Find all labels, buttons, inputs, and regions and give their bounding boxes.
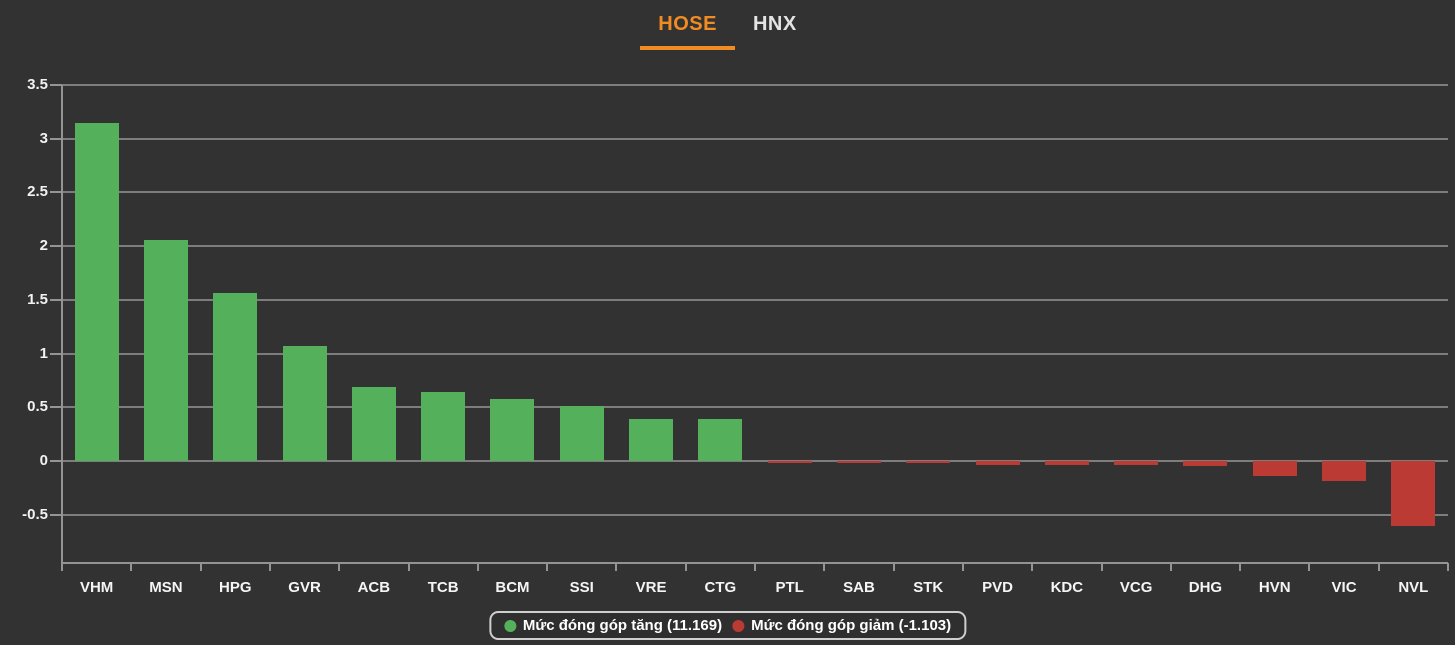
x-axis-tick <box>1239 563 1241 571</box>
x-axis-label-nvl: NVL <box>1379 577 1448 599</box>
y-axis-label: 1 <box>0 344 48 364</box>
bar-pvd[interactable] <box>976 461 1020 465</box>
y-axis-label: 3.5 <box>0 75 48 95</box>
gridline-3 <box>62 138 1448 140</box>
legend-item-decrease[interactable]: Mức đóng góp giảm (-1.103) <box>732 617 951 634</box>
x-axis-tick <box>61 563 63 571</box>
bar-dhg[interactable] <box>1183 461 1227 466</box>
x-axis-label-acb: ACB <box>339 577 408 599</box>
x-axis-label-msn: MSN <box>131 577 200 599</box>
legend-decrease-label: Mức đóng góp giảm (-1.103) <box>751 617 951 634</box>
x-axis-tick <box>269 563 271 571</box>
x-axis-label-vcg: VCG <box>1102 577 1171 599</box>
gridline-1.5 <box>62 299 1448 301</box>
x-axis-tick <box>200 563 202 571</box>
y-axis-label: 3 <box>0 129 48 149</box>
gridline-0.5 <box>62 406 1448 408</box>
x-axis-label-pvd: PVD <box>963 577 1032 599</box>
x-axis-tick <box>546 563 548 571</box>
x-axis-tick <box>338 563 340 571</box>
x-axis-tick <box>1170 563 1172 571</box>
chart-legend: Mức đóng góp tăng (11.169) Mức đóng góp … <box>489 611 966 640</box>
x-axis-label-sab: SAB <box>824 577 893 599</box>
bar-ssi[interactable] <box>560 406 604 461</box>
x-axis-tick <box>408 563 410 571</box>
legend-item-increase[interactable]: Mức đóng góp tăng (11.169) <box>504 617 722 634</box>
bar-acb[interactable] <box>352 387 396 461</box>
contribution-bar-chart: 3.5 3 2.5 2 1.5 1 0.5 0 -0.5 VHMMSNHPGGVRACBTCBBC… <box>0 0 1455 610</box>
bar-msn[interactable] <box>144 240 188 461</box>
gridline-3.5 <box>62 84 1448 86</box>
x-axis-label-ssi: SSI <box>547 577 616 599</box>
x-axis-label-gvr: GVR <box>270 577 339 599</box>
y-axis-label: 2 <box>0 236 48 256</box>
bar-sab[interactable] <box>837 461 881 463</box>
x-axis-tick <box>1308 563 1310 571</box>
bar-tcb[interactable] <box>421 392 465 461</box>
x-axis-label-ctg: CTG <box>686 577 755 599</box>
x-axis-label-stk: STK <box>894 577 963 599</box>
gridline--0.5 <box>62 514 1448 516</box>
x-axis-tick <box>130 563 132 571</box>
x-axis-label-hpg: HPG <box>201 577 270 599</box>
y-axis-label: -0.5 <box>0 505 48 525</box>
y-axis-label: 0.5 <box>0 397 48 417</box>
y-axis-line <box>61 85 63 571</box>
legend-increase-label: Mức đóng góp tăng (11.169) <box>523 617 722 634</box>
gridline-0 <box>62 460 1448 462</box>
x-axis-tick <box>893 563 895 571</box>
bar-gvr[interactable] <box>283 346 327 461</box>
bar-vre[interactable] <box>629 419 673 461</box>
gridline-2.5 <box>62 191 1448 193</box>
x-axis-label-hvn: HVN <box>1240 577 1309 599</box>
x-axis-tick <box>823 563 825 571</box>
bar-vhm[interactable] <box>75 123 119 461</box>
bar-stk[interactable] <box>906 461 950 463</box>
x-axis-tick <box>615 563 617 571</box>
y-axis-label: 2.5 <box>0 182 48 202</box>
x-axis-label-tcb: TCB <box>409 577 478 599</box>
bar-vcg[interactable] <box>1114 461 1158 465</box>
x-axis-tick <box>1101 563 1103 571</box>
y-axis-label: 0 <box>0 451 48 471</box>
x-axis-tick <box>754 563 756 571</box>
x-axis-tick <box>962 563 964 571</box>
bar-ctg[interactable] <box>698 419 742 461</box>
x-axis-label-vre: VRE <box>616 577 685 599</box>
bar-kdc[interactable] <box>1045 461 1089 465</box>
x-axis-label-kdc: KDC <box>1032 577 1101 599</box>
x-axis-label-vhm: VHM <box>62 577 131 599</box>
legend-decrease-dot-icon <box>732 620 744 632</box>
bar-nvl[interactable] <box>1391 461 1435 527</box>
bar-bcm[interactable] <box>490 399 534 461</box>
x-axis-label-vic: VIC <box>1309 577 1378 599</box>
x-axis-tick <box>685 563 687 571</box>
x-axis-label-ptl: PTL <box>755 577 824 599</box>
legend-increase-dot-icon <box>504 620 516 632</box>
gridline-2 <box>62 245 1448 247</box>
bar-ptl[interactable] <box>768 461 812 463</box>
x-axis-tick <box>477 563 479 571</box>
x-axis-tick <box>1031 563 1033 571</box>
bar-hvn[interactable] <box>1253 461 1297 476</box>
y-axis-label: 1.5 <box>0 290 48 310</box>
x-axis-label-dhg: DHG <box>1171 577 1240 599</box>
x-axis-tick <box>1378 563 1380 571</box>
bar-hpg[interactable] <box>213 293 257 461</box>
x-axis-label-bcm: BCM <box>478 577 547 599</box>
gridline-1 <box>62 353 1448 355</box>
x-axis-tick <box>1447 563 1449 571</box>
bar-vic[interactable] <box>1322 461 1366 481</box>
